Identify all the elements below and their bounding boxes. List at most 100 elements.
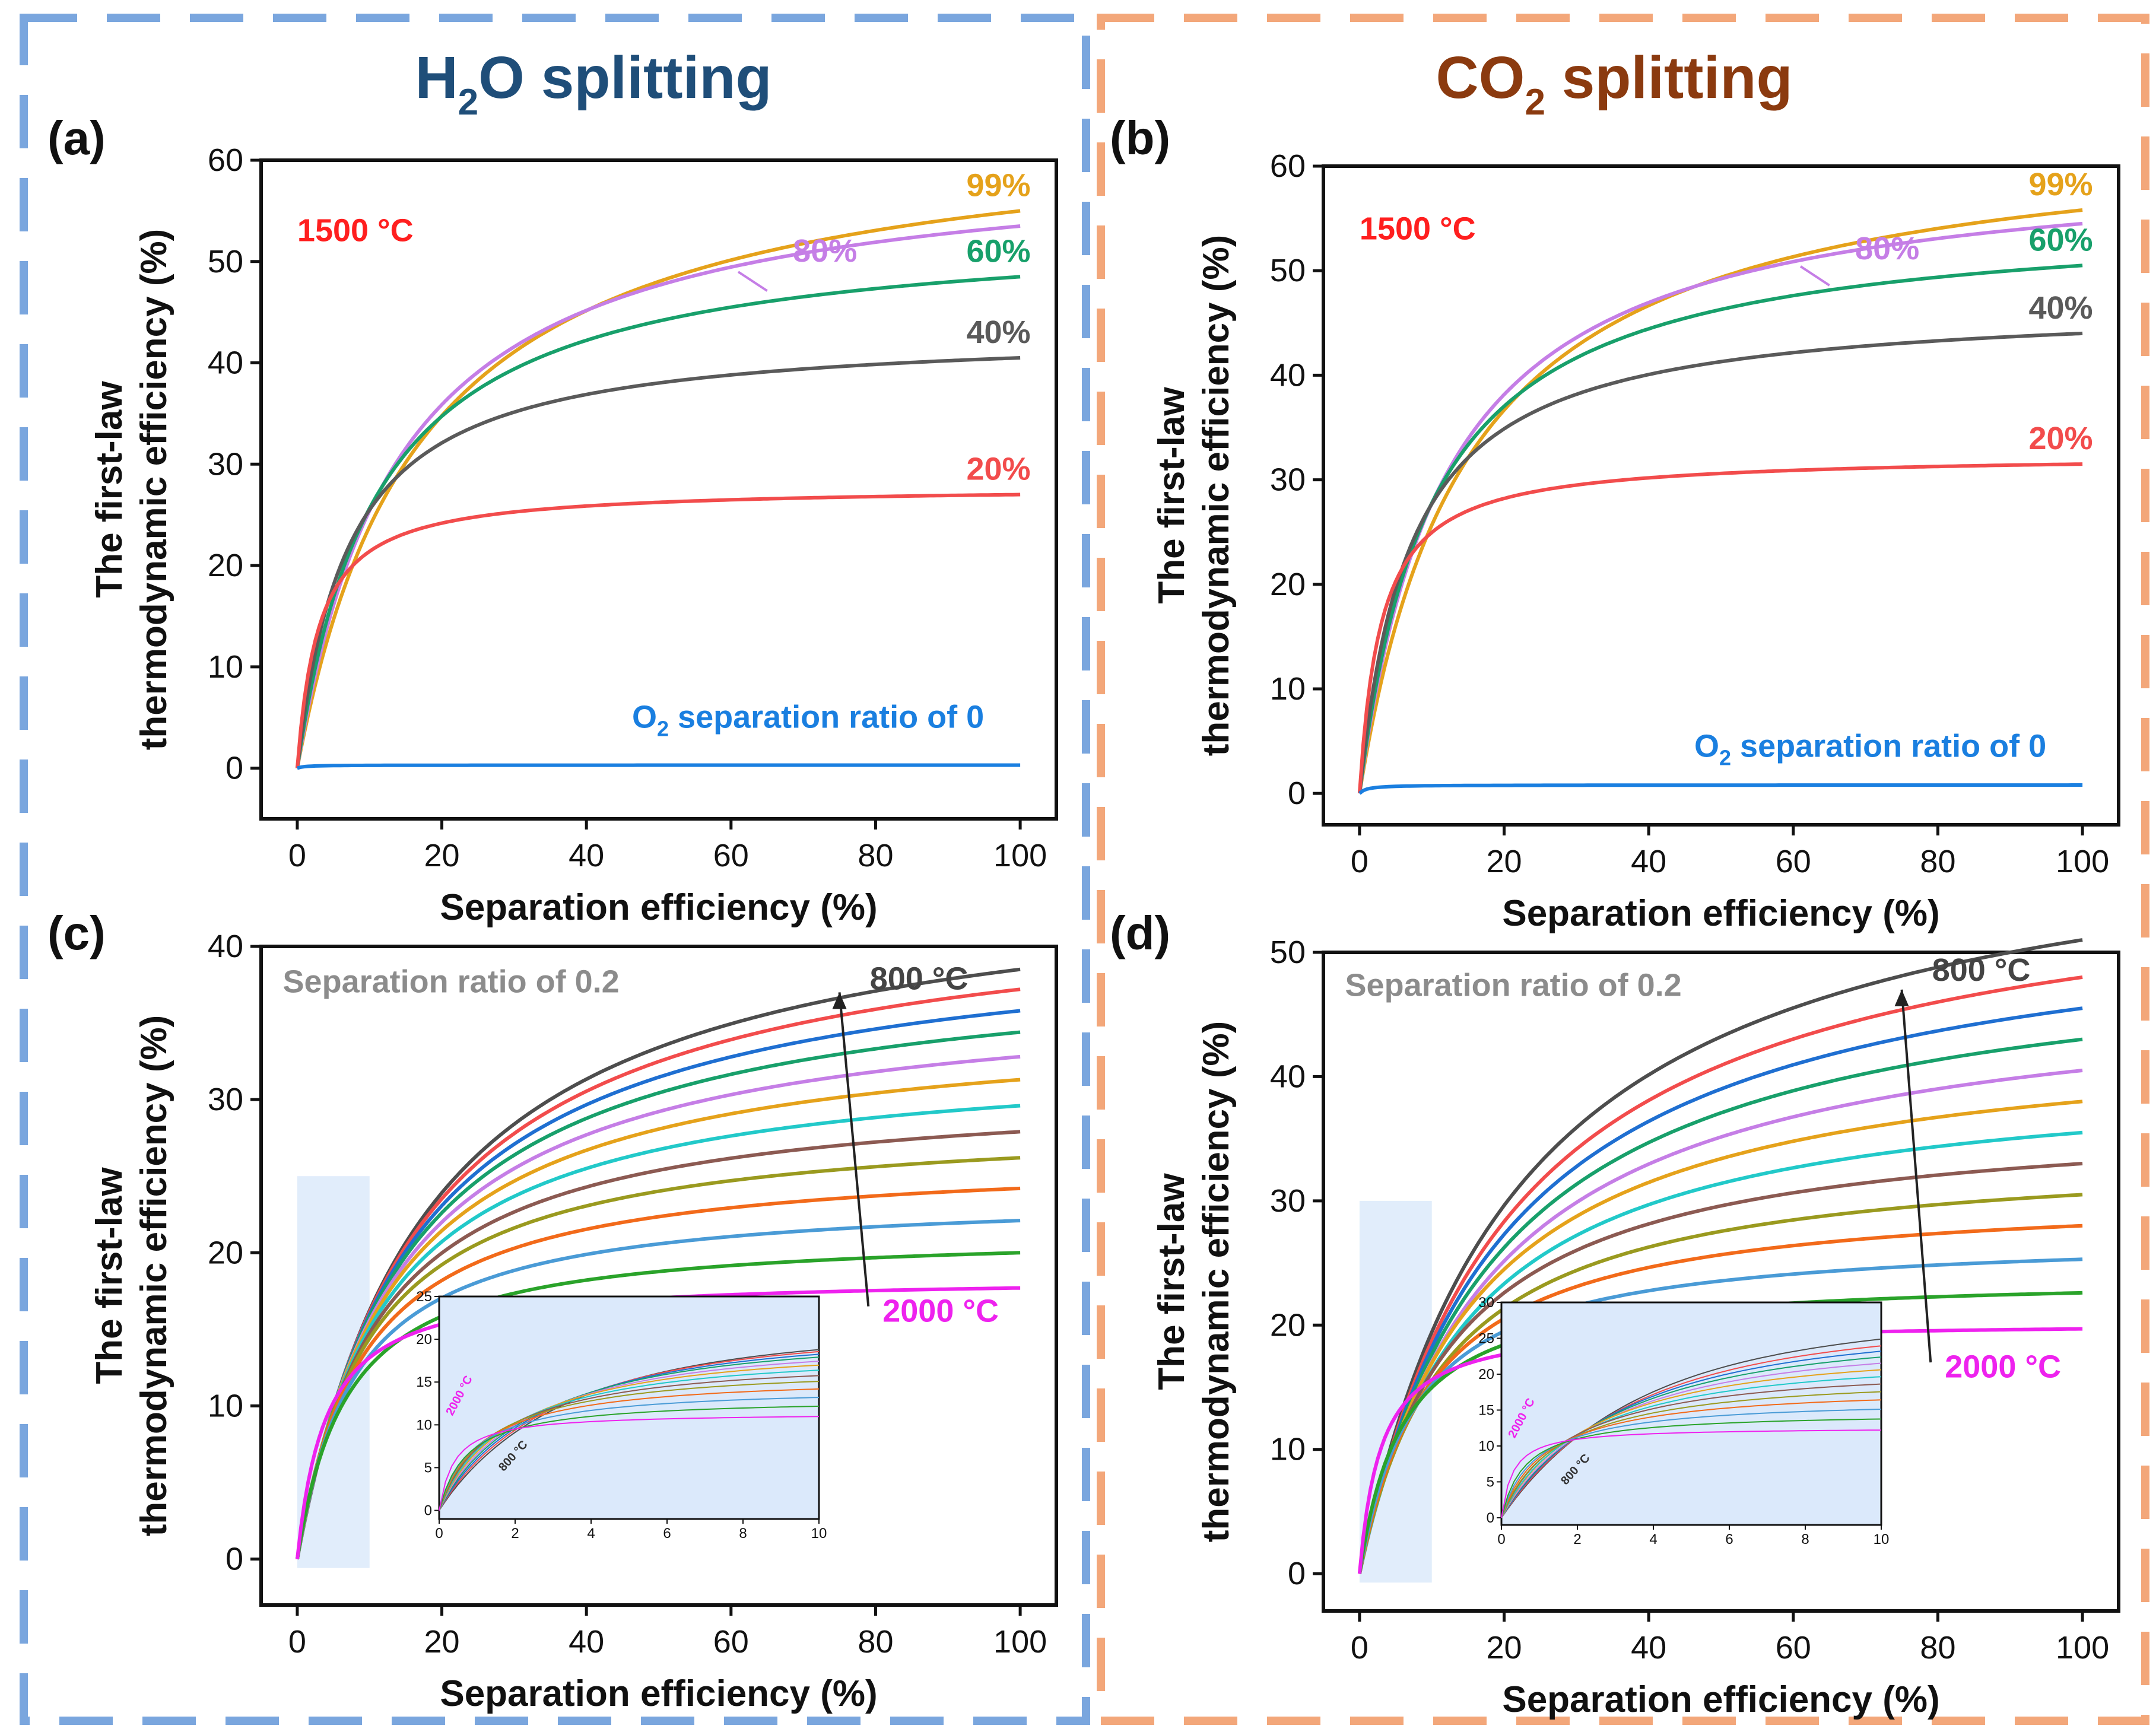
inset-x-tick-label: 10: [1874, 1531, 1890, 1547]
right-column-title: CO2 splitting: [1436, 45, 1792, 123]
x-tick-label: 100: [2056, 1630, 2109, 1666]
inset-series-line: [1501, 1345, 1882, 1518]
y-tick-label: 0: [1288, 1556, 1306, 1591]
x-tick-label: 0: [288, 1624, 306, 1660]
inset-y-tick-label: 5: [1487, 1474, 1494, 1490]
pointer-arrow-80: [1799, 265, 1830, 287]
x-tick-label: 0: [1351, 844, 1368, 879]
series-line-0: [297, 763, 1021, 770]
right-title-main: CO: [1436, 45, 1525, 111]
y-tick-label: 0: [226, 1542, 243, 1577]
y-tick-label: 0: [226, 751, 243, 786]
arrow-head: [1894, 989, 1909, 1006]
series-line-1100C: [295, 1030, 1021, 1560]
y-tick-label: 0: [1288, 776, 1306, 811]
left-title-rest: O splitting: [478, 45, 771, 111]
separation-ratio-annotation: Separation ratio of 0.2: [283, 964, 620, 999]
x-tick-label: 80: [858, 838, 893, 873]
y-axis-title-line2: thermodynamic efficiency (%): [1196, 235, 1237, 757]
x-tick-label: 0: [288, 838, 306, 873]
temp-low-label: 2000 °C: [1945, 1349, 2061, 1384]
series-line-1700C: [1357, 1223, 2083, 1574]
y-axis-title-line1: The first-law: [1151, 387, 1192, 604]
note-sub: 2: [1719, 745, 1731, 770]
x-tick-label: 40: [1631, 844, 1666, 879]
x-tick-label: 0: [1351, 1630, 1368, 1666]
series-line-80: [1357, 221, 2083, 794]
inset-y-tick-label: 10: [416, 1417, 432, 1433]
left-group-border: [20, 14, 1090, 1725]
series-line-1800C: [295, 1219, 1021, 1560]
panel-b: (b) 0 20 40 60 80 100 0 10 20 30 40 50 60 Separation e…: [1110, 112, 2120, 934]
plot-frame-c: [259, 945, 1058, 1607]
series-line-1100C: [1357, 1037, 2083, 1574]
inset-series-line: [439, 1416, 820, 1511]
x-tick-label: 60: [1776, 844, 1811, 879]
series-line-800C: [1357, 938, 2083, 1574]
plot-frame-a: [259, 158, 1058, 821]
inset-x-tick-label: 10: [811, 1526, 827, 1542]
inset-series-line: [1501, 1429, 1881, 1518]
series-line-1200C: [295, 1054, 1021, 1560]
y-tick-label: 10: [208, 649, 243, 685]
inset-y-tick-label: 20: [416, 1331, 432, 1348]
y-axis-title-line1: The first-law: [89, 381, 130, 598]
series-line-1700C: [295, 1186, 1021, 1560]
series-line-1600C: [1357, 1193, 2083, 1574]
y-tick-label: 40: [1270, 357, 1306, 393]
temperature-annotation: 1500 °C: [297, 213, 414, 249]
right-title-sub: 2: [1525, 82, 1545, 123]
series-line-60: [1357, 263, 2083, 794]
inset-series-line: [1501, 1362, 1882, 1518]
x-tick-label: 20: [424, 1624, 460, 1660]
y-tick-label: 50: [1270, 935, 1306, 970]
x-axis-title: Separation efficiency (%): [1502, 893, 1939, 934]
series-line-99: [1357, 208, 2083, 794]
inset-x-tick-label: 0: [1497, 1531, 1505, 1547]
series-line-800C: [295, 967, 1021, 1560]
y-tick-label: 50: [208, 244, 243, 279]
inset-series-line: [439, 1356, 820, 1511]
series-label: 99%: [2028, 167, 2093, 202]
series-line-1300C: [1357, 1099, 2083, 1574]
series-line-1400C: [1357, 1130, 2083, 1574]
y-tick-label: 40: [208, 929, 243, 964]
series-line-60: [295, 275, 1021, 769]
series-line-1000C: [1357, 1006, 2083, 1574]
y-axis-title-line1: The first-law: [1151, 1173, 1192, 1390]
right-title-rest: splitting: [1545, 45, 1793, 111]
series-line-1900C: [295, 1251, 1021, 1560]
y-tick-label: 50: [1270, 253, 1306, 288]
inset-x-tick-label: 8: [1801, 1531, 1809, 1547]
y-axis-title-line2: thermodynamic efficiency (%): [134, 229, 174, 751]
series-line-20: [1357, 462, 2083, 794]
plot-frame-b: [1322, 164, 2120, 827]
arrow-head: [832, 992, 847, 1009]
note-rest: separation ratio of 0: [669, 699, 984, 735]
x-tick-label: 40: [1631, 1630, 1666, 1666]
y-tick-label: 40: [1270, 1059, 1306, 1094]
temp-high-label: 800 °C: [1932, 952, 2031, 988]
panel-label-a: (a): [47, 112, 106, 164]
note-main: O: [632, 699, 657, 735]
x-axis-title: Separation efficiency (%): [440, 1673, 877, 1714]
y-tick-label: 30: [1270, 462, 1306, 498]
inset-y-tick-label: 0: [424, 1503, 432, 1519]
temp-high-label: 800 °C: [870, 961, 969, 996]
series-line-1000C: [295, 1009, 1021, 1560]
y-tick-label: 20: [208, 1235, 243, 1270]
x-tick-label: 100: [993, 1624, 1047, 1660]
y-tick-label: 20: [1270, 1307, 1306, 1343]
inset-x-tick-label: 0: [435, 1526, 443, 1542]
inset-x-tick-label: 2: [1573, 1531, 1581, 1547]
y-tick-label: 30: [1270, 1183, 1306, 1219]
x-tick-label: 20: [424, 838, 460, 873]
inset-y-tick-label: 25: [416, 1289, 432, 1305]
inset-x-tick-label: 2: [511, 1526, 519, 1542]
o2-ratio-note: O2 separation ratio of 0: [1694, 728, 2046, 770]
x-tick-label: 20: [1487, 1630, 1522, 1666]
x-tick-label: 80: [1920, 1630, 1955, 1666]
series-line-1500C: [1357, 1162, 2083, 1574]
